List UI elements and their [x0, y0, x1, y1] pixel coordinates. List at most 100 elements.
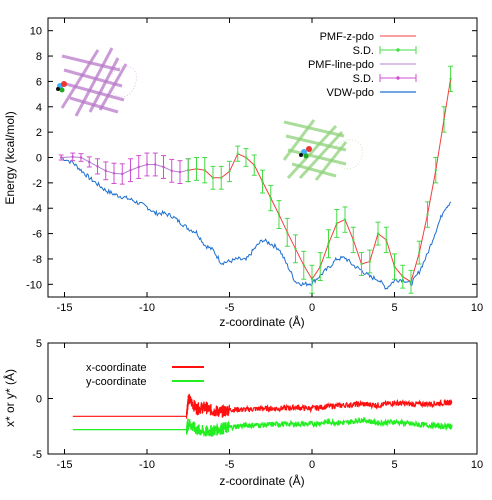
top-y-axis-label: Energy (kcal/mol)	[3, 111, 17, 204]
bottom-plot-frame	[47, 342, 478, 455]
pmf-z-pdo-point	[203, 168, 206, 172]
legend-entry-x-coordinate: x-coordinate	[86, 362, 204, 374]
legend-label-pmf-z-pdo: PMF-z-pdo	[320, 31, 374, 43]
legend-entry-vdw-pdo: VDW-pdo	[327, 87, 416, 99]
x-tick-label: -5	[225, 459, 235, 471]
legend-entry-pmf-z-pdo: PMF-z-pdo	[320, 31, 416, 43]
pmf-z-pdo-point	[220, 176, 223, 179]
pmf-line-pdo-point	[79, 156, 83, 159]
pmf-line-pdo-point	[145, 163, 149, 166]
pmf-z-pdo-point	[319, 265, 322, 268]
pmf-z-pdo-point	[269, 196, 272, 200]
y-tick-label: -10	[26, 279, 42, 291]
pmf-z-pdo-point	[335, 222, 338, 225]
pmf-z-pdo-point	[393, 265, 396, 268]
pmf-line-pdo-point	[178, 170, 182, 174]
top-axis-ticks: -15 -10 -5 0 5 10 -10 -8 -6 -4 -2 0 2 4 6 8 10	[26, 18, 483, 314]
y-tick-label: 0	[36, 153, 42, 165]
top-legend: PMF-z-pdo S.D. PMF-line-pdo S.D.	[308, 31, 417, 99]
pmf-z-pdo-point	[261, 180, 264, 183]
top-plot-frame	[47, 17, 478, 298]
legend-swatch-sd-magenta	[379, 74, 417, 82]
pmf-z-pdo-point	[343, 218, 347, 221]
pmf-z-pdo-point	[187, 168, 190, 172]
pmf-z-pdo-point	[360, 262, 363, 266]
y-tick-label: -2	[32, 178, 42, 190]
pmf-line-pdo-point	[129, 168, 132, 172]
x-tick-label: 10	[471, 302, 483, 314]
energy-profile-chart: -15 -10 -5 0 5 10 -10 -8 -6 -4 -2 0 2 4 6 8 10 z-coordin…	[3, 17, 483, 329]
pmf-line-pdo-point	[154, 163, 157, 166]
pmf-z-pdo-point	[401, 275, 404, 278]
bottom-x-axis-label: z-coordinate (Å)	[219, 473, 304, 488]
legend-entry-sd-green: S.D.	[353, 45, 417, 57]
x-tick-label: -15	[57, 459, 73, 471]
pmf-line-pdo-point	[170, 169, 173, 173]
y-tick-label: 2	[36, 127, 42, 139]
x-tick-label: 10	[471, 459, 483, 471]
pmf-z-pdo-point	[368, 260, 371, 263]
pmf-z-pdo-point	[434, 168, 437, 172]
pmf-line-pdo-point	[112, 172, 116, 175]
coordinate-chart: -15 -10 -5 0 5 10 -5 0 5 z-coordinate (Å) x* or …	[2, 338, 483, 488]
x-coordinate-trace	[72, 393, 453, 419]
pmf-line-pdo-point	[121, 172, 124, 176]
molecule-illustration-green	[282, 119, 364, 181]
pmf-z-pdo-point	[327, 242, 330, 245]
y-tick-label: -4	[32, 203, 42, 215]
y-tick-label: 6	[36, 76, 42, 88]
legend-label-sd-green: S.D.	[353, 45, 374, 57]
legend-label-vdw-pdo: VDW-pdo	[327, 87, 374, 99]
pmf-z-pdo-point	[376, 232, 380, 235]
top-x-axis-label: z-coordinate (Å)	[219, 314, 304, 329]
x-tick-label: 5	[391, 459, 397, 471]
pmf-z-pdo-point	[228, 170, 231, 173]
pmf-z-pdo-point	[236, 152, 239, 155]
x-tick-label: 5	[391, 302, 397, 314]
pmf-line-pdo-point	[71, 155, 74, 159]
pmf-line-pdo-point	[88, 160, 91, 164]
pmf-z-pdo-point	[426, 213, 429, 216]
pmf-z-pdo-point	[277, 213, 281, 216]
x-tick-label: -5	[225, 302, 235, 314]
pmf-line-pdo-point	[137, 165, 140, 169]
y-tick-label: 8	[36, 51, 42, 63]
bottom-plot-area	[72, 393, 453, 437]
bottom-axis-ticks: -15 -10 -5 0 5 10 -5 0 5	[32, 338, 483, 471]
legend-entry-pmf-line-pdo: PMF-line-pdo	[308, 59, 416, 71]
legend-label-y-coordinate: y-coordinate	[86, 376, 147, 388]
x-tick-label: -15	[57, 302, 73, 314]
top-plot-area	[58, 65, 454, 294]
pmf-line-pdo-point	[96, 165, 99, 168]
vdw-pdo-line	[61, 157, 452, 290]
legend-label-sd-magenta: S.D.	[353, 73, 374, 85]
pmf-line-pdo-point	[60, 156, 63, 159]
bottom-legend: x-coordinate y-coordinate	[86, 362, 204, 388]
pmf-z-pdo-line	[188, 78, 452, 283]
pmf-z-pdo-point	[244, 156, 248, 159]
bottom-y-axis-label: x* or y* (Å)	[2, 369, 17, 427]
pmf-z-pdo-point	[302, 264, 305, 267]
pmf-z-pdo-point	[418, 251, 421, 254]
y-tick-label: 5	[36, 338, 42, 350]
y-coordinate-trace	[72, 417, 453, 437]
pmf-line-pdo-point	[162, 165, 165, 169]
legend-entry-y-coordinate: y-coordinate	[86, 376, 204, 388]
legend-swatch-sd-green	[379, 46, 417, 54]
y-tick-label: -5	[32, 449, 42, 461]
pmf-z-pdo-point	[294, 247, 297, 251]
pmf-z-pdo-point	[352, 238, 355, 242]
pmf-z-pdo-point	[385, 238, 388, 242]
pmf-z-pdo-point	[442, 118, 446, 121]
x-tick-label: -10	[139, 459, 155, 471]
pmf-line-pdo-point	[104, 169, 107, 173]
pmf-z-pdo-point	[449, 77, 452, 81]
legend-label-x-coordinate: x-coordinate	[86, 362, 147, 374]
x-tick-label: 0	[309, 302, 315, 314]
pmf-z-pdo-point	[253, 163, 256, 167]
x-tick-label: -10	[139, 302, 155, 314]
pmf-z-pdo-point	[310, 278, 314, 281]
molecule-illustration-purple	[56, 47, 138, 117]
y-tick-label: -8	[32, 254, 42, 266]
